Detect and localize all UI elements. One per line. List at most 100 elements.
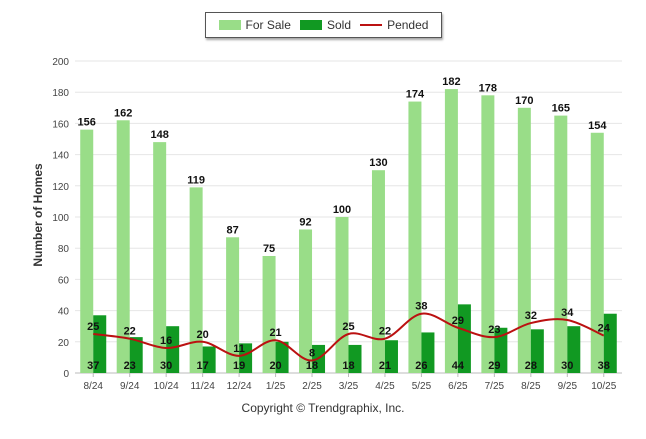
bar-for-sale [226,237,240,373]
data-label-sold: 44 [452,360,465,372]
legend-item-pended[interactable]: Pended [360,18,428,32]
x-tick-label: 12/24 [227,381,252,392]
data-label-pended: 23 [488,324,500,336]
data-label-pended: 34 [561,307,574,319]
data-label-pended: 25 [87,321,99,333]
bar-sold [275,341,289,373]
bar-for-sale [335,217,349,373]
x-tick-label: 3/25 [339,381,359,392]
x-tick-label: 6/25 [448,381,468,392]
data-label-pended: 11 [233,343,245,355]
data-label-pended: 29 [452,315,464,327]
legend-label-sold: Sold [326,18,351,32]
legend-item-sold[interactable]: Sold [299,18,351,32]
data-label-for-sale: 182 [442,76,460,88]
data-label-sold: 28 [525,360,537,372]
bar-for-sale [80,129,94,373]
data-label-for-sale: 154 [588,120,607,132]
y-tick-label: 200 [52,57,69,68]
legend-swatch-for-sale [218,20,241,30]
data-label-sold: 30 [561,360,573,372]
data-label-pended: 22 [124,326,136,338]
y-tick-label: 80 [58,244,70,255]
data-label-sold: 29 [488,360,500,372]
data-label-pended: 16 [160,335,172,347]
y-axis-label: Number of Homes [31,163,45,267]
data-label-sold: 18 [342,360,354,372]
y-tick-label: 40 [58,307,70,318]
data-label-for-sale: 119 [187,174,205,186]
x-tick-label: 2/25 [302,381,322,392]
y-tick-label: 180 [52,88,69,99]
data-label-sold: 18 [306,360,318,372]
bar-sold [93,315,107,373]
legend: For Sale Sold Pended [205,12,442,38]
legend-swatch-sold [299,20,322,30]
bar-sold [494,327,508,373]
x-tick-label: 5/25 [412,381,432,392]
data-label-pended: 8 [309,348,315,360]
data-label-sold: 38 [598,360,610,372]
bar-for-sale [371,170,385,373]
data-label-for-sale: 92 [299,216,311,228]
bar-for-sale [444,89,458,373]
bar-for-sale [517,107,531,374]
line-pended [93,312,605,362]
bar-for-sale [189,187,203,373]
x-tick-label: 1/25 [266,381,286,392]
data-label-for-sale: 130 [369,157,387,169]
bar-for-sale [590,132,604,373]
y-tick-label: 100 [52,213,69,224]
data-label-for-sale: 100 [333,204,351,216]
data-label-pended: 25 [342,321,354,333]
legend-item-for-sale[interactable]: For Sale [218,18,291,32]
bar-sold [530,329,544,373]
data-label-sold: 37 [87,360,99,372]
bar-for-sale [554,115,568,373]
bar-for-sale [481,95,495,373]
bar-sold [567,326,581,373]
x-tick-label: 4/25 [375,381,395,392]
x-tick-label: 9/25 [558,381,578,392]
data-label-sold: 21 [379,360,391,372]
data-label-for-sale: 170 [515,95,533,107]
y-tick-label: 0 [63,369,69,380]
data-label-sold: 20 [269,360,281,372]
data-label-for-sale: 148 [150,129,168,141]
legend-swatch-pended [360,24,383,26]
bar-sold [457,304,471,373]
x-tick-label: 8/25 [521,381,541,392]
y-tick-label: 140 [52,151,69,162]
bar-for-sale [299,229,313,373]
bar-sold [384,340,398,373]
data-label-pended: 22 [379,326,391,338]
y-tick-label: 160 [52,119,69,130]
data-label-for-sale: 162 [114,107,132,119]
y-tick-label: 20 [58,338,70,349]
data-label-pended: 21 [269,327,281,339]
data-label-for-sale: 87 [226,224,238,236]
data-label-pended: 20 [197,329,209,341]
legend-label-for-sale: For Sale [245,18,291,32]
bar-sold [421,332,435,373]
x-tick-label: 11/24 [190,381,215,392]
bar-sold [202,346,216,373]
data-label-sold: 19 [233,360,245,372]
data-label-pended: 38 [415,301,427,313]
copyright: Copyright © Trendgraphix, Inc. [241,401,405,415]
legend-label-pended: Pended [387,18,429,32]
data-label-pended: 32 [525,310,537,322]
x-tick-label: 10/24 [154,381,179,392]
bar-sold [603,313,617,373]
x-tick-label: 9/24 [120,381,140,392]
data-label-sold: 30 [160,360,172,372]
x-tick-label: 8/24 [83,381,103,392]
bar-sold [348,344,362,373]
data-label-pended: 24 [598,323,611,335]
bar-for-sale [116,120,130,373]
data-label-sold: 26 [415,360,427,372]
data-label-for-sale: 165 [552,103,570,115]
y-tick-label: 60 [58,275,70,286]
